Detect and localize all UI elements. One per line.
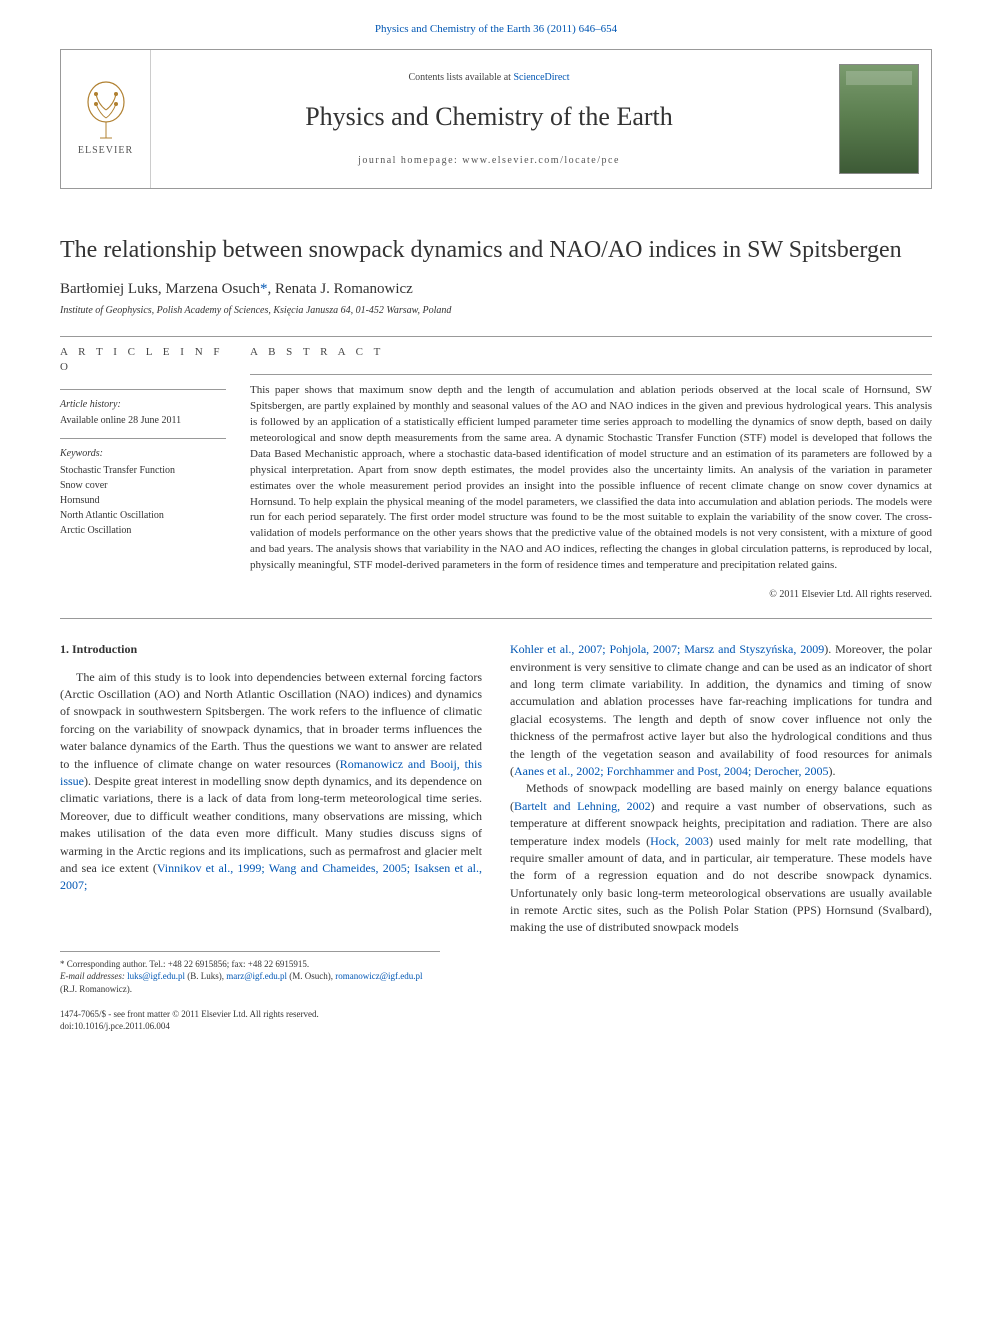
page-footer: 1474-7065/$ - see front matter © 2011 El… xyxy=(60,1008,932,1033)
email-label: E-mail addresses: xyxy=(60,971,125,981)
homepage-url: www.elsevier.com/locate/pce xyxy=(462,155,620,166)
footnote-name: (R.J. Romanowicz). xyxy=(60,984,132,994)
footnote-name: (M. Osuch), xyxy=(287,971,335,981)
info-divider xyxy=(60,438,226,439)
body-text: ). xyxy=(828,764,835,778)
keyword: Stochastic Transfer Function xyxy=(60,463,226,478)
keyword: Hornsund xyxy=(60,493,226,508)
body-text: ) used mainly for melt rate modelling, t… xyxy=(510,834,932,935)
sciencedirect-link[interactable]: ScienceDirect xyxy=(513,72,569,83)
article-info-block: A R T I C L E I N F O Article history: A… xyxy=(60,345,250,603)
keyword: Arctic Oscillation xyxy=(60,523,226,538)
footnote-name: (B. Luks), xyxy=(185,971,226,981)
body-text: ). Moreover, the polar environment is ve… xyxy=(510,642,932,778)
keyword: North Atlantic Oscillation xyxy=(60,508,226,523)
publisher-logo: ELSEVIER xyxy=(61,50,151,188)
citation-link[interactable]: Kohler et al., 2007; Pohjola, 2007; Mars… xyxy=(510,642,824,656)
email-link[interactable]: romanowicz@igf.edu.pl xyxy=(335,971,422,981)
citation-header: Physics and Chemistry of the Earth 36 (2… xyxy=(0,0,992,49)
journal-homepage: journal homepage: www.elsevier.com/locat… xyxy=(161,154,817,168)
info-divider xyxy=(60,389,226,390)
elsevier-tree-icon xyxy=(82,80,130,140)
body-text: ). Despite great interest in modelling s… xyxy=(60,774,482,875)
body-paragraph: Methods of snowpack modelling are based … xyxy=(510,780,932,937)
abstract-divider xyxy=(250,374,932,375)
issn-line: 1474-7065/$ - see front matter © 2011 El… xyxy=(60,1008,319,1021)
contents-prefix: Contents lists available at xyxy=(408,72,513,83)
doi-line: doi:10.1016/j.pce.2011.06.004 xyxy=(60,1020,319,1033)
body-column-right: Kohler et al., 2007; Pohjola, 2007; Mars… xyxy=(510,641,932,937)
authors-part2: , Renata J. Romanowicz xyxy=(267,281,412,297)
article-title: The relationship between snowpack dynami… xyxy=(60,235,932,266)
keywords-label: Keywords: xyxy=(60,447,226,461)
article-info-heading: A R T I C L E I N F O xyxy=(60,345,226,376)
footnote-emails: E-mail addresses: luks@igf.edu.pl (B. Lu… xyxy=(60,970,440,995)
email-link[interactable]: marz@igf.edu.pl xyxy=(226,971,287,981)
history-label: Article history: xyxy=(60,398,226,412)
journal-cover-thumbnail xyxy=(839,64,919,174)
journal-title: Physics and Chemistry of the Earth xyxy=(161,99,817,135)
contents-available: Contents lists available at ScienceDirec… xyxy=(161,71,817,85)
email-link[interactable]: luks@igf.edu.pl xyxy=(127,971,185,981)
homepage-prefix: journal homepage: xyxy=(358,155,462,166)
authors-part1: Bartłomiej Luks, Marzena Osuch xyxy=(60,281,260,297)
body-paragraph: Kohler et al., 2007; Pohjola, 2007; Mars… xyxy=(510,641,932,780)
journal-masthead: ELSEVIER Contents lists available at Sci… xyxy=(60,49,932,189)
publisher-name: ELSEVIER xyxy=(78,144,133,158)
body-column-left: 1. Introduction The aim of this study is… xyxy=(60,641,482,937)
citation-link[interactable]: Hock, 2003 xyxy=(650,834,709,848)
abstract-block: A B S T R A C T This paper shows that ma… xyxy=(250,345,932,603)
body-text: The aim of this study is to look into de… xyxy=(60,670,482,771)
keyword: Snow cover xyxy=(60,478,226,493)
section-heading: 1. Introduction xyxy=(60,641,482,658)
citation-link[interactable]: Bartelt and Lehning, 2002 xyxy=(514,799,651,813)
history-value: Available online 28 June 2011 xyxy=(60,414,226,428)
abstract-heading: A B S T R A C T xyxy=(250,345,932,360)
author-list: Bartłomiej Luks, Marzena Osuch*, Renata … xyxy=(60,279,932,300)
citation-link[interactable]: Physics and Chemistry of the Earth 36 (2… xyxy=(375,23,617,35)
abstract-text: This paper shows that maximum snow depth… xyxy=(250,383,932,574)
citation-link[interactable]: Aanes et al., 2002; Forchhammer and Post… xyxy=(514,764,828,778)
abstract-copyright: © 2011 Elsevier Ltd. All rights reserved… xyxy=(250,588,932,602)
body-paragraph: The aim of this study is to look into de… xyxy=(60,669,482,895)
affiliation: Institute of Geophysics, Polish Academy … xyxy=(60,304,932,318)
divider xyxy=(60,336,932,337)
corresponding-author-footnote: * Corresponding author. Tel.: +48 22 691… xyxy=(60,951,440,996)
footnote-line: * Corresponding author. Tel.: +48 22 691… xyxy=(60,958,440,971)
